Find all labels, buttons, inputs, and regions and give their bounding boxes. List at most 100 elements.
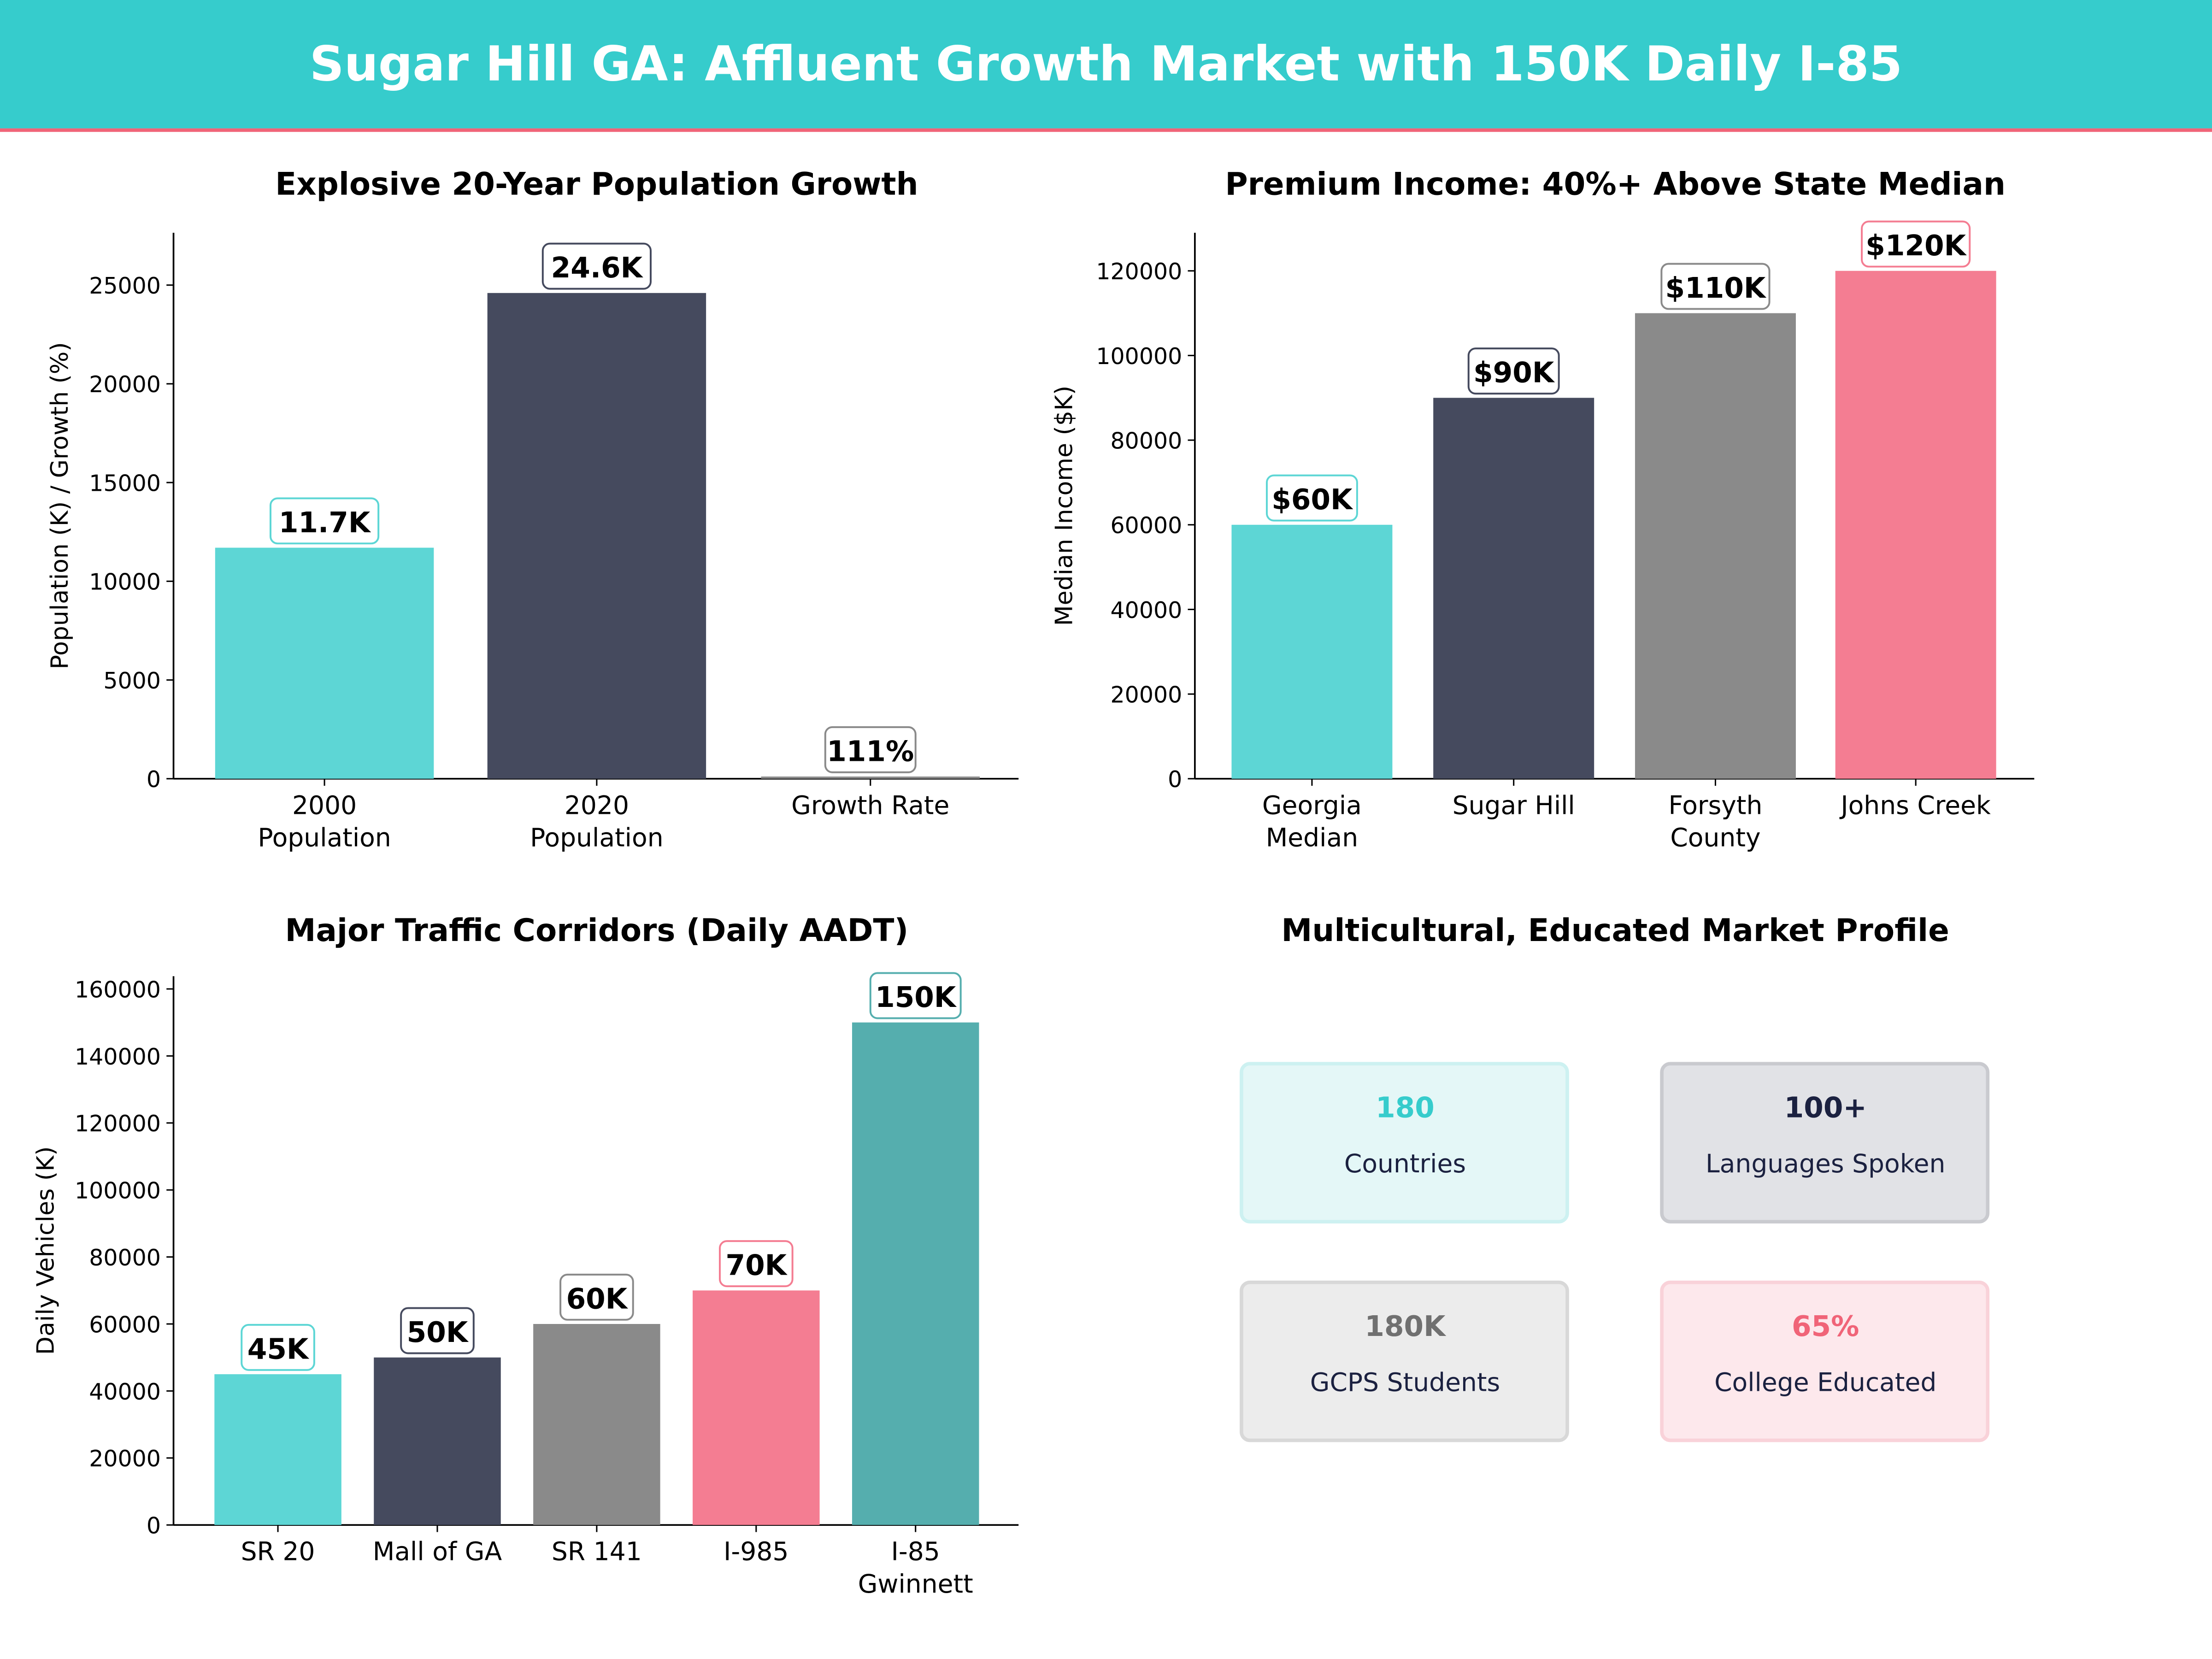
data-label: $110K <box>1665 272 1767 305</box>
bar-traffic-3 <box>693 1290 820 1525</box>
y-tick-label: 140000 <box>75 1044 161 1070</box>
stat-card-gcps-students: 180K GCPS Students <box>1240 1280 1569 1442</box>
data-label: 111% <box>827 735 914 768</box>
y-tick-label: 20000 <box>89 371 161 398</box>
y-tick-label: 40000 <box>89 1379 161 1405</box>
y-tick-label: 80000 <box>89 1245 161 1271</box>
y-tick-label: 20000 <box>89 1446 161 1472</box>
header-banner <box>0 0 2212 129</box>
data-label: 150K <box>875 981 957 1014</box>
y-tick-label: 100000 <box>75 1178 161 1204</box>
y-axis-label: Daily Vehicles (K) <box>32 1146 59 1355</box>
bar-income-2 <box>1635 313 1796 779</box>
card-label: College Educated <box>1714 1367 1936 1397</box>
bar-income-3 <box>1835 271 1996 779</box>
y-tick-label: 120000 <box>1096 259 1182 285</box>
data-label-box <box>1660 263 1771 310</box>
card-label: Languages Spoken <box>1706 1149 1946 1178</box>
x-tick-label: 2000 Population <box>258 790 391 852</box>
card-label: Countries <box>1344 1149 1466 1178</box>
income-chart: Premium Income: 40%+ Above State Median M… <box>1051 165 2035 853</box>
bar-traffic-4 <box>852 1022 979 1525</box>
y-tick-label: 40000 <box>1111 597 1182 624</box>
x-tick-label: Growth Rate <box>791 790 949 820</box>
bar-traffic-0 <box>214 1374 341 1525</box>
data-label: $60K <box>1271 483 1353 516</box>
y-tick-label: 120000 <box>75 1111 161 1137</box>
profile-panel: Multicultural, Educated Market Profile 1… <box>1240 912 1990 1442</box>
data-label-box <box>400 1307 475 1354</box>
data-label-box <box>824 726 917 773</box>
bar-traffic-1 <box>374 1357 501 1525</box>
card-background <box>1240 1280 1569 1442</box>
card-background <box>1240 1062 1569 1224</box>
y-tick-label: 25000 <box>89 273 161 299</box>
data-label: 45K <box>247 1333 310 1365</box>
header-accent-line <box>0 128 2212 132</box>
y-tick-label: 10000 <box>89 569 161 595</box>
y-tick-label: 60000 <box>89 1312 161 1338</box>
x-tick-label: I-85 Gwinnett <box>858 1537 973 1599</box>
data-label-box <box>1861 220 1971 268</box>
data-label-box <box>270 497 380 545</box>
data-label-box <box>241 1324 315 1371</box>
x-tick-label: Georgia Median <box>1262 790 1362 852</box>
x-tick-label: SR 20 <box>241 1537 315 1566</box>
y-tick-label: 0 <box>147 1513 161 1539</box>
x-tick-label: I-985 <box>724 1537 788 1566</box>
x-tick-label: Mall of GA <box>373 1537 502 1566</box>
bar-population-0 <box>215 547 434 779</box>
stat-card-countries: 180 Countries <box>1240 1062 1569 1224</box>
y-tick-label: 160000 <box>75 977 161 1003</box>
bar-income-1 <box>1433 398 1594 779</box>
data-label: 24.6K <box>551 252 644 284</box>
card-value: 65% <box>1792 1310 1859 1343</box>
x-tick-label: 2020 Population <box>530 790 663 852</box>
y-tick-label: 60000 <box>1111 512 1182 539</box>
y-tick-label: 0 <box>147 766 161 793</box>
card-value: 100+ <box>1784 1091 1867 1124</box>
profile-title: Multicultural, Educated Market Profile <box>1281 912 1949 948</box>
data-label: 11.7K <box>279 506 371 539</box>
data-label: 70K <box>725 1249 788 1282</box>
traffic-chart: Major Traffic Corridors (Daily AADT) Dail… <box>32 912 1019 1599</box>
data-label-box <box>1265 474 1358 522</box>
stat-card-languages-spoken: 100+ Languages Spoken <box>1660 1062 1990 1224</box>
card-value: 180 <box>1376 1091 1435 1124</box>
data-label: 60K <box>566 1282 629 1315</box>
card-background <box>1660 1062 1990 1224</box>
bar-population-1 <box>487 293 706 779</box>
bar-population-2 <box>761 777 980 779</box>
bar-income-0 <box>1231 524 1393 779</box>
data-label: $90K <box>1473 357 1555 389</box>
data-label-box <box>559 1273 634 1321</box>
x-tick-label: Forsyth County <box>1668 790 1762 852</box>
stat-card-college-educated: 65% College Educated <box>1660 1280 1990 1442</box>
y-axis-label: Median Income ($K) <box>1051 386 1078 626</box>
card-background <box>1660 1280 1990 1442</box>
x-tick-label: Sugar Hill <box>1453 790 1575 820</box>
card-label: GCPS Students <box>1310 1367 1500 1397</box>
y-tick-label: 15000 <box>89 470 161 496</box>
data-label: 50K <box>407 1316 469 1349</box>
y-tick-label: 100000 <box>1096 343 1182 370</box>
population-chart: Explosive 20-Year Population Growth Popul… <box>46 165 1019 853</box>
page-title: Sugar Hill GA: Affluent Growth Market wi… <box>310 35 1902 92</box>
x-tick-label: SR 141 <box>552 1537 642 1566</box>
x-tick-label: Johns Creek <box>1839 790 1991 820</box>
chart-title: Explosive 20-Year Population Growth <box>275 165 918 202</box>
data-label-box <box>718 1240 794 1288</box>
data-label-box <box>1467 347 1560 395</box>
data-label-box <box>869 972 962 1019</box>
data-label: $120K <box>1865 229 1967 262</box>
bar-traffic-2 <box>533 1324 660 1525</box>
y-tick-label: 0 <box>1168 766 1182 793</box>
data-label-box <box>541 242 652 290</box>
chart-title: Major Traffic Corridors (Daily AADT) <box>285 912 909 948</box>
card-value: 180K <box>1365 1310 1447 1343</box>
y-tick-label: 5000 <box>103 668 161 694</box>
chart-title: Premium Income: 40%+ Above State Median <box>1225 165 2006 202</box>
y-tick-label: 20000 <box>1111 682 1182 708</box>
y-tick-label: 80000 <box>1111 428 1182 454</box>
